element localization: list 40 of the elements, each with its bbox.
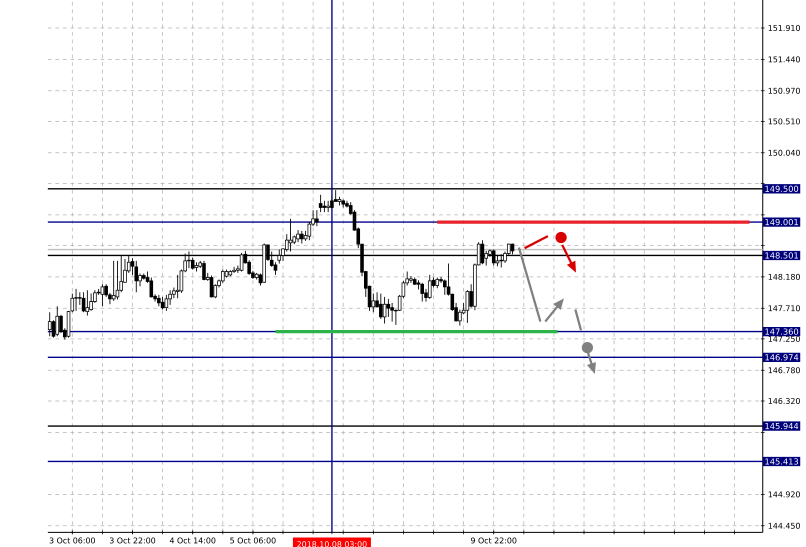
ref-line-label: 145.413 — [765, 458, 798, 464]
candlestick — [382, 296, 386, 324]
candlestick — [89, 292, 93, 312]
ref-line-label: 146.974 — [765, 354, 798, 360]
ref-line-label: 148.501 — [765, 252, 798, 258]
candlestick — [330, 195, 334, 208]
candlestick — [322, 200, 326, 212]
candlestick — [288, 218, 292, 252]
candlestick — [390, 302, 394, 322]
candlestick — [379, 292, 383, 320]
candlestick — [82, 292, 86, 312]
candlestick — [164, 294, 168, 312]
ref-line-label: 145.944 — [765, 422, 798, 429]
candlestick — [55, 306, 60, 336]
candlestick — [386, 298, 390, 318]
candlestick — [86, 290, 90, 316]
candlestick — [318, 194, 322, 212]
candlestick — [116, 260, 120, 300]
candlestick — [112, 260, 116, 302]
ref-line-label: 149.001 — [765, 218, 798, 226]
candlestick — [157, 294, 161, 306]
ref-line-label: 147.360 — [765, 328, 798, 334]
candlestick — [435, 276, 440, 288]
candlestick — [326, 200, 330, 212]
candlestick — [296, 230, 300, 242]
candlestick — [202, 260, 206, 280]
candlestick — [428, 274, 432, 300]
candlestick — [194, 262, 198, 272]
candlestick — [48, 312, 52, 336]
candlestick — [210, 274, 214, 298]
candlestick — [416, 280, 420, 290]
candlestick — [74, 288, 78, 312]
candlestick — [134, 260, 138, 292]
ref-line-label: 149.500 — [765, 185, 798, 192]
candlestick — [315, 210, 319, 226]
candlestick — [221, 268, 225, 284]
candlestick — [420, 282, 424, 302]
candlestick — [160, 296, 164, 310]
candlestick — [300, 230, 304, 244]
candlestick — [100, 284, 104, 306]
